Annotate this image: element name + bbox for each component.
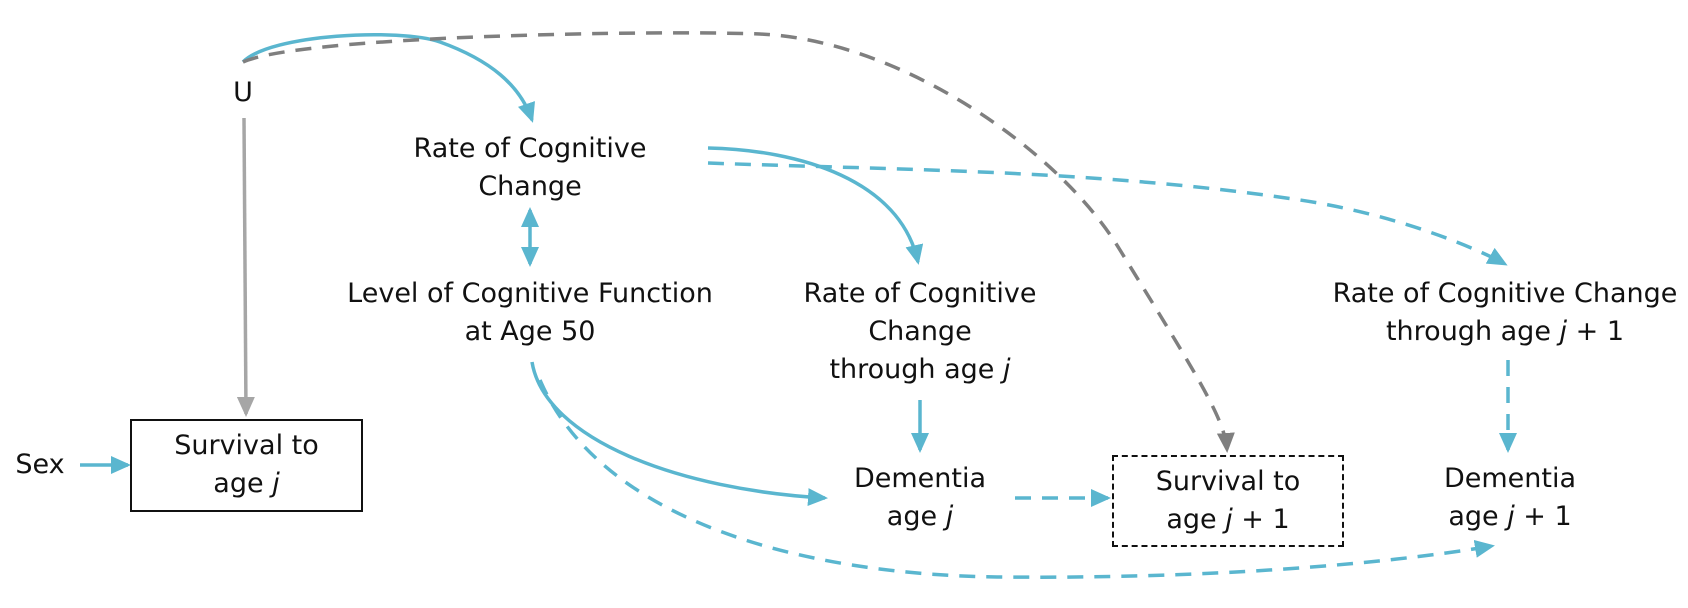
node-rate-through-j: Rate of Cognitive Change through age j xyxy=(770,275,1070,389)
node-dementia-j1: Dementia age j + 1 xyxy=(1410,460,1610,536)
node-dementia-j1-line2-suffix: + 1 xyxy=(1514,501,1572,532)
node-rate-line2: Change xyxy=(478,171,582,202)
node-rate-j-line1: Rate of Cognitive xyxy=(803,278,1037,309)
node-dementia-j-line1: Dementia xyxy=(853,463,987,494)
node-rate-j-line3: through age j xyxy=(770,351,1070,389)
node-dementia-j1-line2: age j + 1 xyxy=(1410,498,1610,536)
edge-u-to-rate xyxy=(241,32,535,123)
node-sex: Sex xyxy=(10,446,70,484)
node-survival-j1-line2-suffix: + 1 xyxy=(1232,504,1290,535)
node-rate-j-line2: Change xyxy=(868,316,972,347)
node-rate-j1-line2: through age j + 1 xyxy=(1320,313,1688,351)
node-sex-label: Sex xyxy=(15,449,65,480)
node-rate-j1-line1: Rate of Cognitive Change xyxy=(1332,278,1678,309)
node-survival-j-line2-var: j xyxy=(272,468,280,499)
node-level-cognitive-function: Level of Cognitive Function at Age 50 xyxy=(340,275,720,351)
edge-rate-to-rate-j1 xyxy=(707,161,1508,266)
node-survival-j1-line2-var: j xyxy=(1225,504,1233,535)
node-survival-j1-line1: Survival to xyxy=(1155,466,1301,497)
node-level-line1: Level of Cognitive Function xyxy=(347,278,713,309)
node-dementia-j-line2-var: j xyxy=(945,501,954,532)
node-survival-j: Survival to age j xyxy=(130,419,363,512)
node-dementia-j-line2: age j xyxy=(820,498,1020,536)
node-survival-j-line1: Survival to xyxy=(174,430,319,461)
node-dementia-j1-line2-prefix: age xyxy=(1448,501,1508,532)
node-survival-j-line2-prefix: age xyxy=(213,468,273,499)
node-survival-j1: Survival to age j + 1 xyxy=(1112,455,1344,547)
edge-u-to-survival-j1 xyxy=(242,31,1235,453)
edge-rate-to-rate-j xyxy=(707,146,924,265)
node-survival-j-line2: age j xyxy=(132,465,361,503)
node-u: U xyxy=(226,74,260,112)
node-rate-j1-line2-var: j xyxy=(1559,316,1568,347)
node-rate-j1-line2-suffix: + 1 xyxy=(1567,316,1625,347)
node-rate-line1: Rate of Cognitive xyxy=(413,133,647,164)
node-rate-j1-line2-prefix: through age xyxy=(1385,316,1560,347)
node-u-label: U xyxy=(233,77,253,108)
node-level-line2: at Age 50 xyxy=(464,316,596,347)
node-rate-cognitive-change: Rate of Cognitive Change xyxy=(380,130,680,206)
node-dementia-j1-line1: Dementia xyxy=(1443,463,1577,494)
node-rate-j-line3-var: j xyxy=(1003,354,1011,385)
node-rate-through-j1: Rate of Cognitive Change through age j +… xyxy=(1320,275,1688,351)
node-survival-j1-line2: age j + 1 xyxy=(1114,501,1342,539)
node-dementia-j1-line2-var: j xyxy=(1507,501,1515,532)
edge-u-to-survival-j xyxy=(236,117,255,417)
node-dementia-j: Dementia age j xyxy=(820,460,1020,536)
node-survival-j1-line2-prefix: age xyxy=(1166,504,1226,535)
node-dementia-j-line2-prefix: age xyxy=(886,501,946,532)
node-rate-j-line3-prefix: through age xyxy=(829,354,1004,385)
edge-level-to-dementia-j1 xyxy=(538,379,1495,579)
